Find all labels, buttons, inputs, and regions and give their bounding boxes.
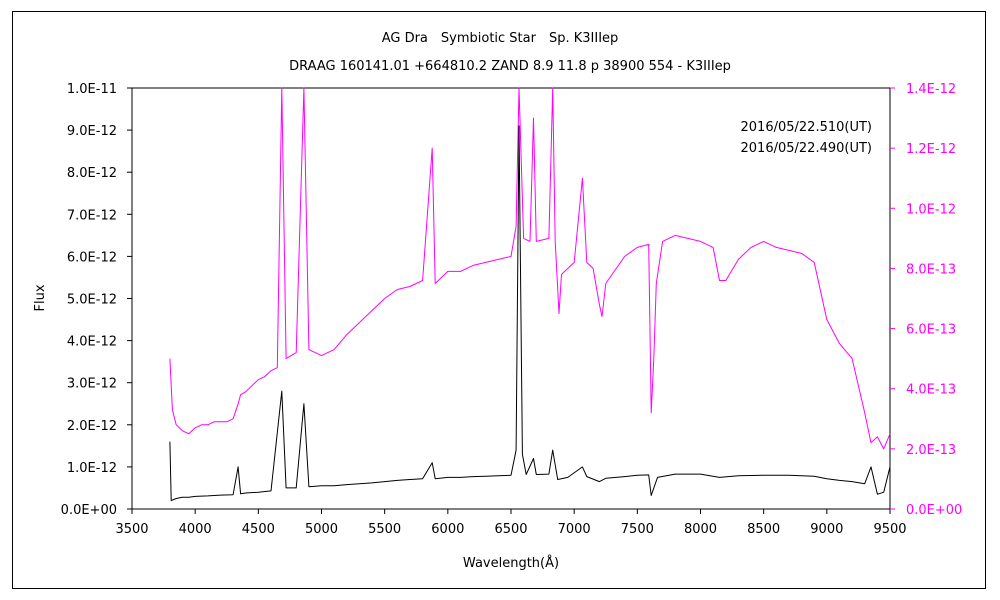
y-right-tick-label: 0.0E+00 [906,503,962,518]
y-axis-left: 0.0E+00 1.0E-12 2.0E-12 3.0E-12 4.0E-12 5.0E-… [61,82,132,518]
x-tick-label: 5500 [368,522,401,537]
x-tick-label: 7500 [621,522,654,537]
y-left-tick-label: 4.0E-12 [67,335,117,350]
x-tick-label: 6500 [494,522,527,537]
x-tick-label: 6000 [431,522,464,537]
x-axis-label: Wavelength(Å) [463,555,559,571]
chart-title: AG Dra Symbiotic Star Sp. K3IIIep [382,31,619,46]
y-axis-label: Flux [33,284,48,311]
y-left-tick-label: 3.0E-12 [67,377,117,392]
y-left-tick-label: 5.0E-12 [67,293,117,308]
x-tick-label: 9500 [873,522,906,537]
x-tick-label: 4000 [179,522,212,537]
x-tick-label: 7000 [558,522,591,537]
chart-frame [12,11,986,589]
y-left-tick-label: 0.0E+00 [61,503,117,518]
y-axis-right: 0.0E+00 2.0E-13 4.0E-13 6.0E-13 8.0E-13 1.0E-… [890,82,962,518]
y-left-tick-label: 2.0E-12 [67,419,117,434]
x-tick-label: 3500 [115,522,148,537]
x-tick-label: 9000 [810,522,843,537]
x-axis: 3500 4000 4500 5000 5500 6000 6500 7000 7500 8000… [115,509,907,537]
x-tick-label: 8500 [747,522,780,537]
y-right-tick-label: 1.4E-12 [906,82,956,97]
x-tick-label: 5000 [305,522,338,537]
y-right-tick-label: 8.0E-13 [906,262,956,277]
series-line-1 [169,87,891,450]
y-left-tick-label: 9.0E-12 [67,124,117,139]
y-right-tick-label: 2.0E-13 [906,443,956,458]
y-left-tick-label: 1.0E-12 [67,461,117,476]
series-line-2 [169,125,891,502]
legend-entry-series-1: 2016/05/22.510(UT) [741,120,872,135]
y-right-tick-label: 1.2E-12 [906,142,956,157]
x-tick-label: 4500 [242,522,275,537]
legend-entry-series-2: 2016/05/22.490(UT) [741,141,872,156]
chart-subtitle: DRAAG 160141.01 +664810.2 ZAND 8.9 11.8 … [289,59,731,74]
y-right-tick-label: 1.0E-12 [906,202,956,217]
y-right-tick-label: 4.0E-13 [906,383,956,398]
x-tick-label: 8000 [684,522,717,537]
y-left-tick-label: 6.0E-12 [67,250,117,265]
y-left-tick-label: 1.0E-11 [67,82,117,97]
y-right-tick-label: 6.0E-13 [906,323,956,338]
y-left-tick-label: 7.0E-12 [67,208,117,223]
y-left-tick-label: 8.0E-12 [67,166,117,181]
series-group [169,87,891,502]
